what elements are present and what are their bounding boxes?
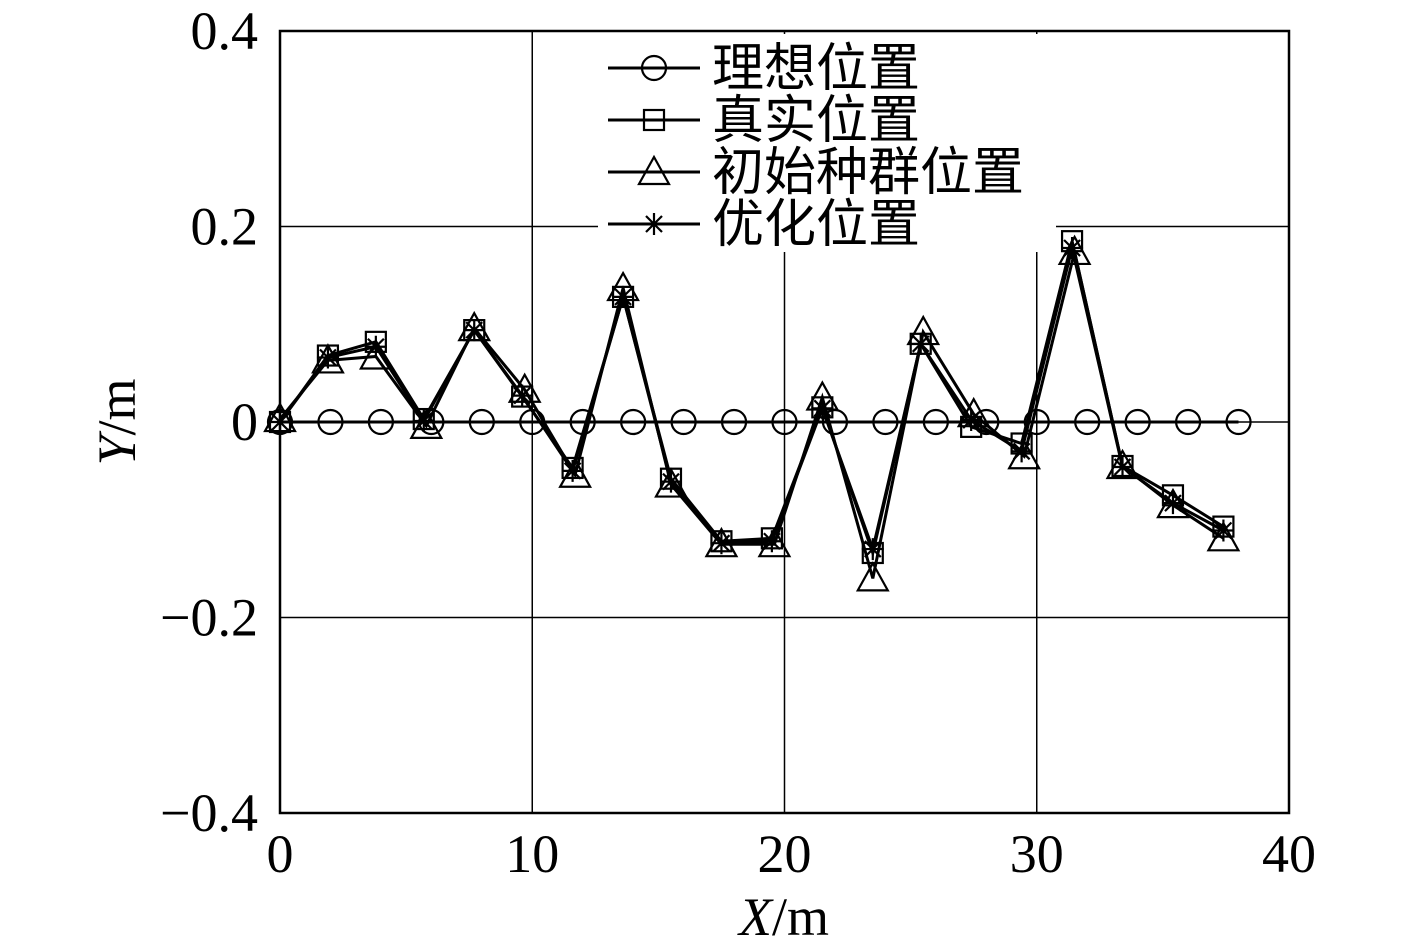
data-point [468, 408, 495, 436]
data-point [855, 561, 890, 592]
y-tick-label: 0.4 [191, 1, 259, 61]
legend-background [598, 34, 1056, 252]
data-point [654, 467, 688, 498]
data-point [561, 459, 584, 482]
y-tick-label: 0.2 [191, 197, 259, 257]
data-point [1105, 448, 1140, 480]
data-point [1212, 519, 1235, 542]
legend-label: 真实位置 [712, 93, 920, 150]
data-point [412, 410, 435, 433]
data-point [720, 408, 748, 436]
series-asterisk [269, 237, 1235, 561]
data-point [1124, 408, 1151, 436]
data-point [1061, 237, 1084, 260]
x-axis-title: X/m [737, 887, 829, 945]
data-point [811, 397, 834, 420]
legend-marker [637, 154, 671, 186]
data-point [1161, 492, 1184, 515]
data-point [659, 470, 682, 493]
data-point [922, 408, 949, 436]
data-point [316, 346, 339, 369]
data-point [960, 409, 983, 432]
y-tick-label: −0.2 [160, 588, 258, 648]
data-point [317, 408, 344, 436]
series-triangle [263, 234, 1241, 592]
data-point [409, 408, 444, 440]
axis-ticks: 0 10 20 30 40 0.4 0.2 0 −0.2 −0.4 [160, 1, 1316, 884]
data-point [311, 343, 345, 374]
data-point [364, 335, 387, 358]
data-point [1007, 438, 1042, 470]
data-point [367, 408, 394, 436]
data-point [612, 285, 635, 308]
data-point [558, 457, 593, 488]
data-point [909, 332, 932, 355]
data-point [771, 408, 798, 436]
series-line [278, 247, 1225, 555]
y-tick-label: 0 [231, 392, 258, 452]
x-tick-label: 0 [267, 824, 294, 884]
data-point [1111, 455, 1134, 478]
data-point [1010, 440, 1033, 463]
legend-item: 理想位置 [608, 41, 920, 98]
legend-item: 优化位置 [608, 197, 920, 254]
data-point [861, 538, 884, 561]
legend-marker [640, 54, 668, 82]
plot-frame [278, 29, 1291, 815]
data-point [1225, 408, 1252, 436]
legend-item: 真实位置 [608, 93, 920, 150]
x-tick-label: 40 [1262, 824, 1316, 884]
x-tick-label: 30 [1010, 824, 1064, 884]
legend-label: 初始种群位置 [712, 145, 1024, 202]
plot-series [263, 230, 1252, 592]
data-point [710, 532, 733, 555]
legend-label: 优化位置 [712, 197, 920, 254]
legend-marker [643, 213, 665, 235]
legend-marker [642, 108, 666, 132]
y-axis-title: Y/m [87, 378, 147, 465]
data-point [1074, 408, 1101, 436]
y-tick-label: −0.4 [160, 783, 258, 843]
x-tick-label: 10 [505, 824, 559, 884]
data-point [872, 408, 899, 436]
data-point [1174, 408, 1202, 436]
data-point [463, 319, 486, 342]
data-point [760, 530, 783, 553]
data-point [620, 408, 647, 436]
x-tick-label: 20 [758, 824, 812, 884]
series-square [268, 230, 1235, 565]
data-point [511, 384, 534, 407]
series-line [278, 251, 1225, 579]
legend-item: 初始种群位置 [608, 145, 1024, 202]
legend-label: 理想位置 [712, 41, 920, 98]
data-point [670, 408, 697, 436]
